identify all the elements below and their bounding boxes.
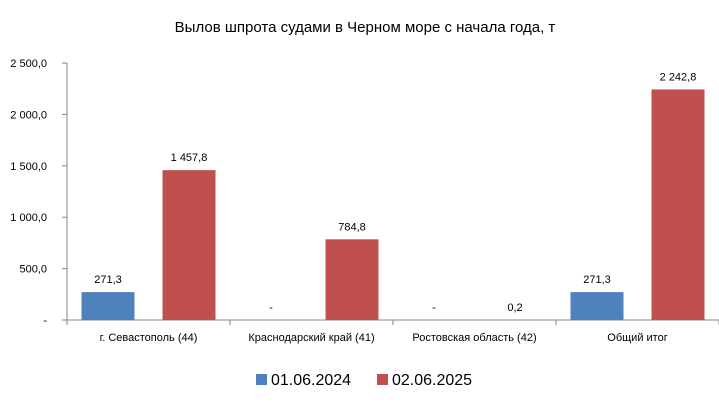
y-tick-label: 1 000,0 [10, 212, 47, 224]
x-axis: г. Севастополь (44) Краснодарский край (4… [66, 319, 719, 344]
bars [81, 89, 705, 321]
bar [570, 292, 624, 320]
x-tick-label: Краснодарский край (41) [248, 332, 374, 344]
data-label: 0,2 [507, 302, 522, 314]
data-label: 2 242,8 [660, 71, 697, 83]
x-tick-label: Общий итог [607, 332, 667, 344]
data-label: - [432, 302, 436, 314]
y-axis: - 500,0 1 000,0 1 500,0 2 000,0 2 500,0 [10, 58, 68, 327]
y-tick-label: - [43, 315, 47, 327]
data-label: - [269, 302, 273, 314]
chart-title: Вылов шпрота судами в Черном море с нача… [175, 19, 556, 36]
legend: 01.06.2024 02.06.2025 [256, 372, 472, 389]
data-label: 271,3 [583, 274, 611, 286]
y-tick-label: 2 500,0 [10, 58, 47, 70]
bar [651, 89, 705, 321]
data-label: 271,3 [94, 274, 122, 286]
y-tick-label: 1 500,0 [10, 161, 47, 173]
data-label: 784,8 [338, 221, 366, 233]
y-tick-label: 500,0 [19, 264, 47, 276]
bar [325, 239, 379, 320]
bar [81, 292, 135, 320]
legend-swatch [256, 374, 267, 385]
bar [162, 170, 216, 320]
x-tick-label: Ростовская область (42) [412, 332, 536, 344]
legend-label: 02.06.2025 [392, 372, 472, 389]
data-label: 1 457,8 [171, 152, 208, 164]
x-tick-label: г. Севастополь (44) [100, 332, 198, 344]
legend-label: 01.06.2024 [271, 372, 351, 389]
data-labels: 271,3 - - 271,3 1 457,8 784,8 0,2 2 242,8 [94, 71, 696, 314]
legend-swatch [377, 374, 388, 385]
y-tick-label: 2 000,0 [10, 109, 47, 121]
